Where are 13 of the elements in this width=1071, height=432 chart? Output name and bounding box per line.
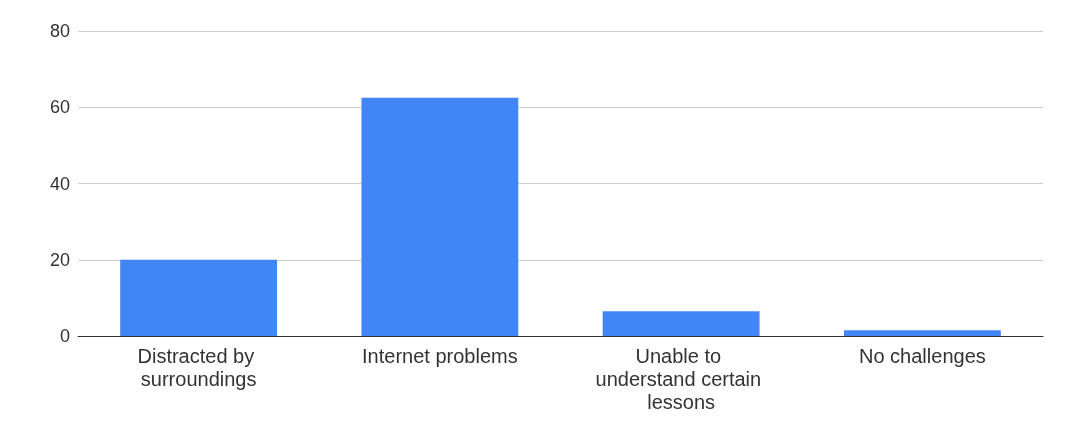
- y-tick-label: 40: [49, 173, 70, 194]
- x-tick-label: Unable to understand certain lessons: [595, 344, 767, 413]
- x-tick-label: Distracted by surroundings: [137, 344, 260, 390]
- bar: [361, 97, 519, 336]
- y-tick-label: 60: [49, 97, 70, 118]
- bar: [602, 311, 760, 336]
- y-tick-label: 20: [49, 249, 70, 270]
- y-tick-label: 0: [59, 326, 70, 346]
- y-tick-label: 80: [49, 21, 70, 41]
- x-tick-label: No challenges: [859, 344, 986, 367]
- x-tick-label: Internet problems: [362, 344, 518, 367]
- bar: [120, 259, 278, 336]
- bar: [843, 330, 1001, 336]
